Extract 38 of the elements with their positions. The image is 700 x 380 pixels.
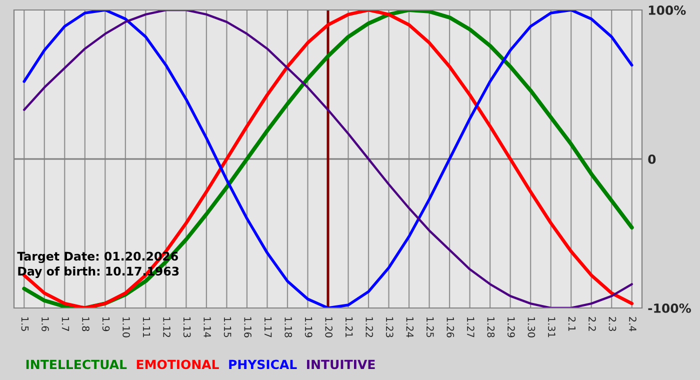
x-tick-label: 1.21 (346, 317, 353, 338)
x-tick-label: 1.20 (325, 317, 333, 338)
x-tick-label: 1.12 (163, 317, 170, 338)
x-tick-label: 1.30 (528, 317, 536, 338)
x-tick-label: 1.10 (122, 317, 130, 338)
x-tick-label: 1.27 (467, 317, 474, 338)
y-tick-label: 100% (648, 5, 686, 15)
x-tick-label: 2.4 (629, 317, 636, 332)
x-tick-label: 1.18 (284, 317, 292, 338)
x-tick-label: 1.28 (487, 317, 495, 338)
x-tick-label: 1.29 (508, 317, 515, 338)
x-tick-label: 1.25 (426, 317, 434, 338)
x-tick-label: 1.7 (62, 317, 70, 331)
x-tick-label: 1.6 (42, 317, 49, 332)
x-tick-label: 1.11 (142, 317, 150, 338)
x-tick-label: 1.16 (244, 317, 252, 338)
x-tick-label: 1.13 (183, 317, 191, 338)
x-tick-label: 1.19 (304, 317, 312, 338)
x-tick-label: 2.1 (568, 317, 576, 331)
text: EMOTIONAL (136, 360, 219, 370)
x-tick-label: 1.9 (102, 317, 110, 332)
x-tick-label: 2.3 (608, 317, 616, 332)
text: INTUITIVE (307, 360, 375, 370)
text: PHYSICAL (229, 360, 297, 370)
x-tick-label: 1.17 (264, 317, 272, 338)
x-tick-label: 1.8 (82, 317, 90, 332)
x-tick-label: 1.31 (548, 317, 556, 338)
text: INTELLECTUAL (26, 360, 127, 370)
y-tick-label: 0 (648, 154, 656, 164)
y-tick-label: -100% (648, 303, 691, 313)
x-tick-label: 1.14 (204, 317, 211, 338)
x-tick-label: 1.15 (224, 317, 232, 338)
x-tick-label: 1.22 (366, 317, 374, 338)
x-tick-label: 2.2 (588, 317, 596, 331)
x-tick-label: 1.23 (386, 317, 394, 338)
x-tick-label: 1.26 (446, 317, 454, 338)
x-tick-label: 1.5 (21, 317, 29, 331)
x-tick-label: 1.24 (406, 317, 414, 338)
